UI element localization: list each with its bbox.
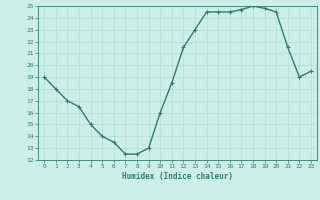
X-axis label: Humidex (Indice chaleur): Humidex (Indice chaleur) bbox=[122, 172, 233, 181]
